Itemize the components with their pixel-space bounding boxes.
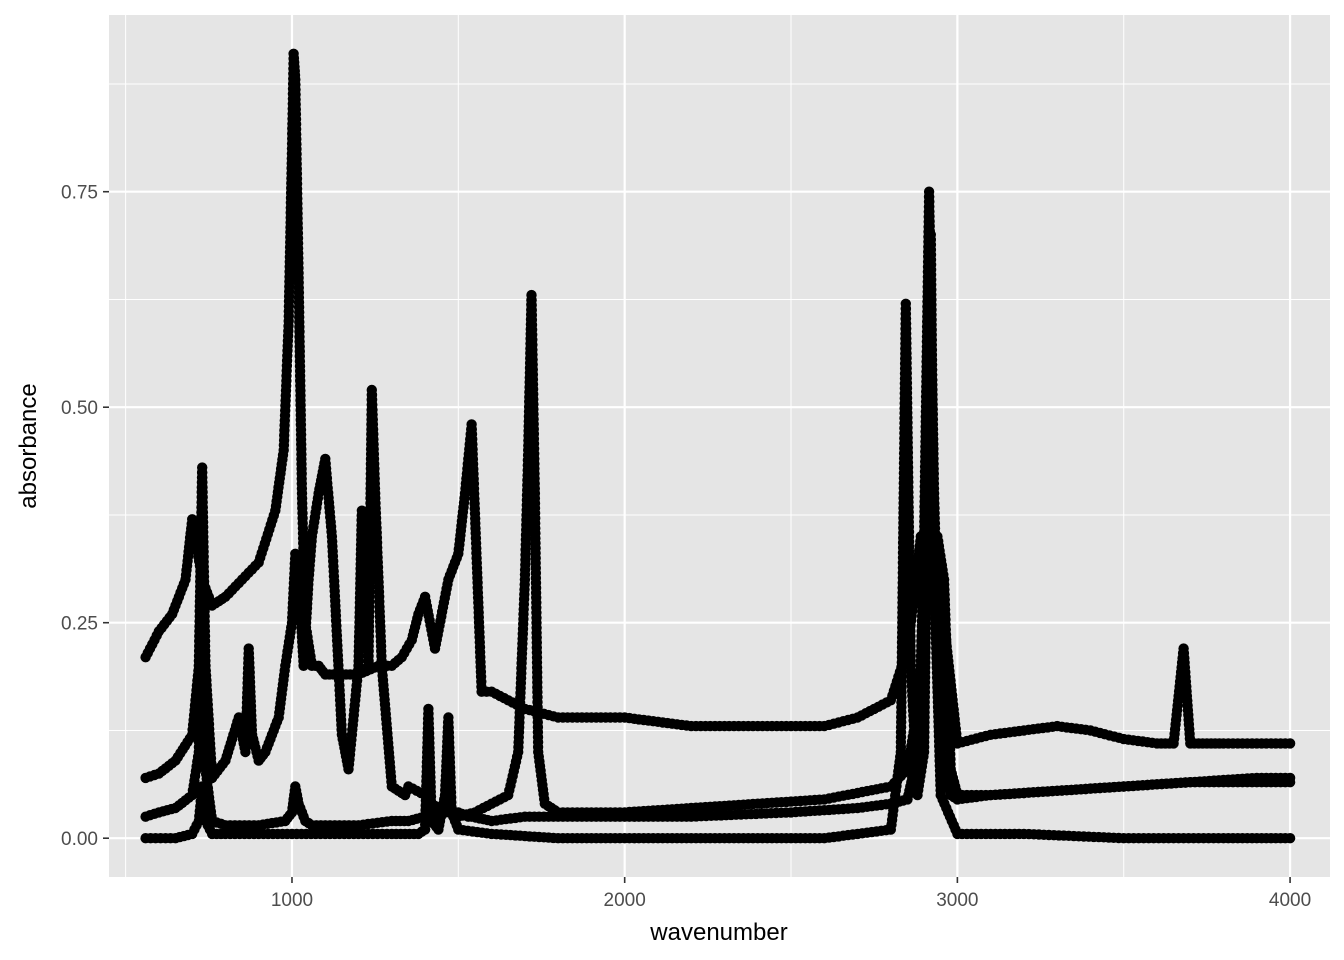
x-axis-title: wavenumber [649,919,787,946]
y-tick-label: 0.50 [61,398,98,419]
x-axis: 1000 2000 3000 4000 [271,877,1311,911]
y-tick-label: 0.25 [61,614,98,635]
series-4-points [140,229,1296,844]
x-tick-label: 1000 [271,890,313,911]
data-point [1284,833,1296,844]
x-tick-label: 4000 [1269,890,1311,911]
data-point [1284,738,1296,749]
y-tick-label: 0.00 [61,829,98,850]
data-points [140,48,1296,844]
x-tick-label: 3000 [936,890,978,911]
y-tick-label: 0.75 [61,183,98,204]
x-tick-label: 2000 [604,890,646,911]
minor-grid [109,15,1330,877]
data-point [1284,772,1296,784]
y-axis-title: absorbance [15,383,42,508]
plot-panel [109,15,1330,877]
series-1-points [140,48,1296,749]
y-axis: 0.00 0.25 0.50 0.75 [61,183,109,850]
series-3-points [140,289,1296,831]
